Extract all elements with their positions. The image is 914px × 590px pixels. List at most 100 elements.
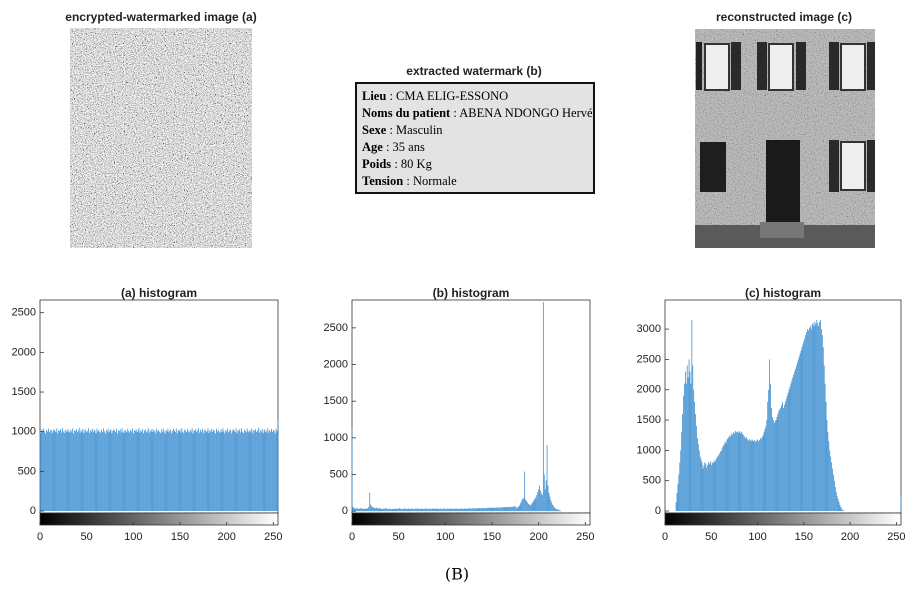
- bar: [559, 510, 561, 512]
- bar: [831, 462, 832, 511]
- bar: [766, 420, 768, 511]
- bar: [265, 432, 267, 512]
- bar: [273, 430, 275, 512]
- bar: [463, 508, 465, 512]
- bar: [262, 433, 264, 512]
- bar: [391, 508, 393, 512]
- bar: [395, 508, 397, 512]
- bar: [675, 501, 677, 511]
- bar: [385, 508, 386, 512]
- bar: [676, 492, 678, 511]
- bar: [454, 508, 456, 512]
- bar: [477, 508, 479, 512]
- bar: [542, 495, 543, 512]
- bar: [781, 404, 783, 511]
- bar: [809, 326, 811, 511]
- bar: [690, 383, 692, 511]
- bar: [61, 432, 62, 512]
- bar: [703, 465, 705, 511]
- bar: [810, 329, 812, 511]
- bar: [47, 431, 48, 512]
- bar: [746, 437, 747, 511]
- bar: [488, 507, 490, 512]
- bar: [194, 430, 196, 512]
- gray-strip: [351, 512, 591, 526]
- bar: [183, 433, 185, 512]
- bar: [106, 431, 108, 512]
- bar: [100, 432, 102, 512]
- bar: [261, 428, 263, 512]
- bar: [558, 510, 560, 512]
- bar: [832, 468, 833, 511]
- bar: [780, 407, 782, 511]
- bar: [216, 431, 218, 512]
- bar: [259, 429, 261, 512]
- bar: [64, 429, 66, 512]
- plot-area: [39, 299, 279, 514]
- bar: [58, 430, 60, 512]
- bar: [818, 326, 820, 511]
- bar: [727, 438, 729, 511]
- bar: [375, 507, 377, 512]
- bar: [235, 428, 237, 512]
- bar: [162, 428, 164, 512]
- bar: [796, 362, 798, 511]
- bar: [768, 389, 770, 511]
- bar: [738, 430, 740, 511]
- bar: [181, 428, 183, 512]
- bar: [48, 428, 49, 512]
- watermark-line: Tension : Normale: [362, 174, 457, 188]
- bar: [116, 428, 117, 512]
- bar: [715, 459, 717, 511]
- bar: [733, 432, 734, 511]
- bar: [182, 431, 184, 512]
- bar: [823, 365, 825, 511]
- bar: [546, 445, 548, 512]
- watermark-line: Poids : 80 Kg: [362, 157, 433, 171]
- bar: [392, 508, 394, 512]
- bar: [410, 509, 412, 512]
- bar: [207, 428, 209, 512]
- bar: [688, 359, 690, 511]
- chart-title: (b) histogram: [433, 286, 510, 300]
- bar: [202, 433, 204, 512]
- bar: [46, 430, 47, 512]
- bar: [220, 429, 222, 512]
- bar: [92, 431, 94, 512]
- watermark-value: : 35 ans: [383, 140, 425, 154]
- bar: [85, 429, 87, 512]
- bar: [208, 432, 210, 512]
- bar: [462, 508, 464, 512]
- bar: [451, 508, 453, 512]
- x-tick-label: 100: [436, 531, 454, 543]
- bar: [445, 509, 447, 512]
- bar: [66, 432, 68, 512]
- bar: [148, 432, 150, 512]
- bar: [505, 507, 507, 512]
- bar: [113, 428, 115, 512]
- bar: [139, 432, 141, 512]
- bar: [241, 428, 242, 512]
- bar: [525, 499, 526, 512]
- watermark-label: Lieu: [362, 89, 386, 103]
- bar: [442, 508, 443, 512]
- bar: [78, 427, 80, 512]
- bar: [839, 504, 841, 511]
- bar: [482, 508, 484, 512]
- bar: [771, 417, 773, 511]
- bar: [685, 383, 687, 511]
- bar: [275, 428, 277, 512]
- bar: [70, 429, 72, 512]
- bar: [72, 428, 74, 512]
- bar: [105, 430, 107, 512]
- bar: [492, 507, 494, 512]
- bar: [112, 430, 114, 512]
- bar: [263, 430, 265, 512]
- bar: [553, 506, 554, 512]
- bar: [388, 509, 389, 512]
- watermark-label: Tension: [362, 174, 403, 188]
- bar: [141, 431, 143, 512]
- bar: [541, 493, 542, 512]
- bar: [71, 431, 73, 512]
- bar: [110, 429, 112, 512]
